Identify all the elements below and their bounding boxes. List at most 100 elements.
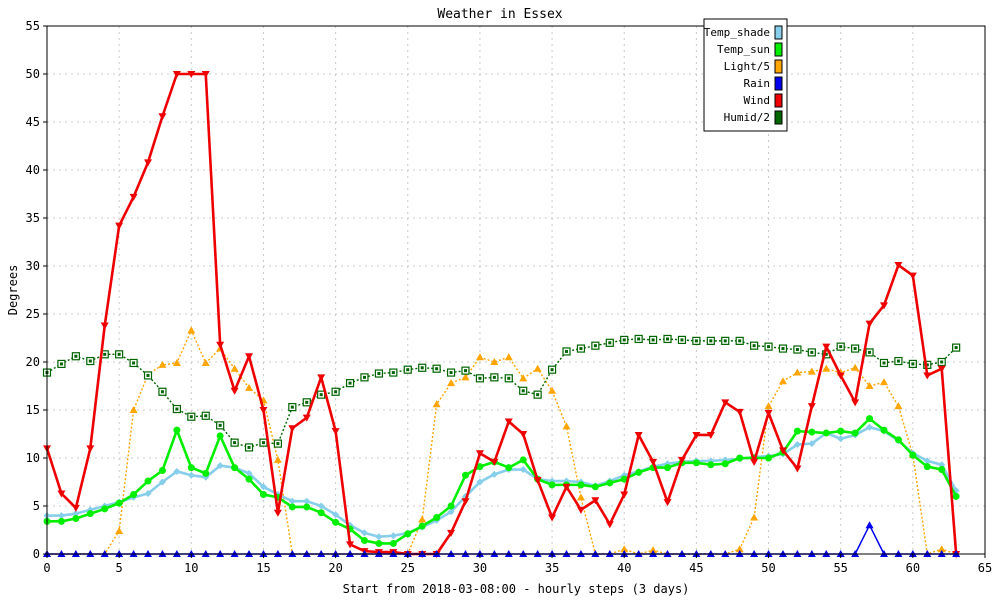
point-humid-2-core	[146, 373, 150, 377]
point-wind	[721, 399, 730, 407]
point-humid-2-core	[334, 390, 338, 394]
point-humid-2-core	[420, 366, 424, 370]
point-wind	[692, 431, 701, 439]
point-temp-shade	[317, 502, 325, 510]
point-humid-2-core	[940, 360, 944, 364]
point-wind	[259, 407, 268, 414]
point-humid-2-core	[550, 368, 554, 372]
point-light-5	[894, 402, 903, 410]
x-tick-label: 10	[184, 561, 198, 575]
point-wind	[793, 465, 802, 473]
point-light-5	[750, 513, 759, 521]
point-temp-shade	[447, 508, 455, 516]
series-wind	[43, 71, 961, 558]
point-wind	[187, 71, 196, 78]
point-humid-2-core	[536, 393, 540, 397]
point-temp-shade	[938, 461, 946, 469]
point-light-5	[461, 373, 470, 381]
point-humid-2-core	[738, 339, 742, 343]
point-temp-sun	[721, 460, 729, 468]
chart-title: Weather in Essex	[437, 7, 562, 22]
point-humid-2-core	[839, 345, 843, 349]
point-humid-2-core	[709, 339, 713, 343]
point-temp-sun	[476, 463, 484, 471]
legend-swatch	[774, 93, 783, 108]
legend-label: Light/5	[724, 60, 770, 73]
point-humid-2-core	[88, 359, 92, 363]
point-temp-sun	[288, 503, 296, 511]
point-temp-sun	[620, 475, 628, 483]
point-wind	[288, 425, 297, 433]
point-light-5	[475, 353, 484, 361]
point-wind	[447, 529, 456, 537]
point-humid-2-core	[362, 375, 366, 379]
point-humid-2-core	[896, 359, 900, 363]
point-temp-sun	[894, 436, 902, 444]
point-temp-shade	[57, 512, 65, 520]
point-temp-sun	[86, 510, 94, 518]
legend-swatch	[774, 42, 783, 57]
point-temp-sun	[851, 429, 859, 437]
point-wind	[273, 509, 282, 517]
point-wind	[591, 497, 600, 505]
point-wind	[576, 506, 585, 514]
x-tick-label: 5	[116, 561, 123, 575]
point-wind	[851, 399, 860, 407]
point-humid-2-core	[637, 337, 641, 341]
legend-box	[703, 18, 788, 132]
point-wind	[100, 322, 109, 330]
point-wind	[836, 372, 845, 380]
x-tick-label: 60	[906, 561, 920, 575]
point-temp-sun	[664, 464, 672, 472]
point-temp-sun	[57, 517, 65, 525]
point-wind	[115, 222, 124, 230]
point-temp-shade	[490, 470, 498, 478]
legend-swatch	[774, 59, 783, 74]
point-wind	[706, 431, 715, 439]
point-humid-2-core	[189, 415, 193, 419]
point-light-5	[172, 358, 181, 366]
point-temp-shade	[173, 467, 181, 475]
point-temp-sun	[216, 432, 224, 440]
point-wind	[504, 418, 513, 426]
point-light-5	[851, 363, 860, 371]
point-temp-sun	[317, 509, 325, 517]
point-humid-2-core	[406, 368, 410, 372]
point-wind	[663, 499, 672, 507]
point-humid-2-core	[290, 405, 294, 409]
point-temp-shade	[808, 440, 816, 448]
point-temp-sun	[433, 514, 441, 522]
point-wind	[879, 302, 888, 310]
point-temp-shade	[360, 529, 368, 537]
point-humid-2-core	[752, 344, 756, 348]
point-humid-2-core	[449, 371, 453, 375]
point-temp-sun	[548, 481, 556, 489]
point-wind	[158, 113, 167, 121]
point-wind	[86, 445, 95, 453]
point-light-5	[735, 545, 744, 553]
point-humid-2-core	[276, 442, 280, 446]
point-humid-2-core	[882, 361, 886, 365]
x-tick-label: 0	[43, 561, 50, 575]
point-light-5	[432, 400, 441, 408]
point-humid-2-core	[160, 390, 164, 394]
point-humid-2-core	[767, 345, 771, 349]
point-light-5	[865, 382, 874, 389]
point-wind	[677, 456, 686, 464]
point-light-5	[490, 358, 499, 365]
point-temp-sun	[418, 522, 426, 530]
point-temp-sun	[866, 415, 874, 423]
y-tick-label: 0	[33, 547, 40, 561]
point-wind	[634, 431, 643, 439]
point-wind	[519, 431, 528, 438]
point-light-5	[649, 546, 658, 554]
point-humid-2-core	[593, 344, 597, 348]
point-light-5	[447, 379, 456, 387]
point-wind	[71, 504, 80, 512]
point-humid-2-core	[824, 352, 828, 356]
y-tick-label: 20	[26, 355, 40, 369]
point-light-5	[230, 364, 239, 372]
point-light-5	[245, 383, 254, 391]
point-light-5	[807, 367, 816, 375]
